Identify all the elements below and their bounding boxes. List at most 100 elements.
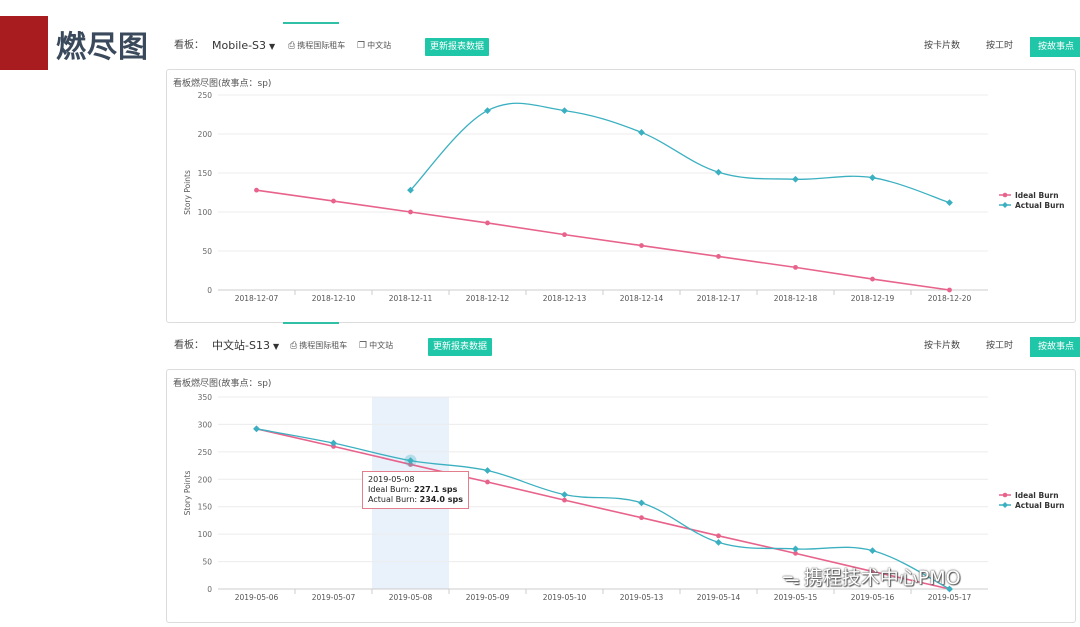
actual-point	[792, 175, 799, 183]
tooltip-ideal: Ideal Burn: 227.1 sps	[368, 485, 458, 494]
x-tick-label: 2019-05-14	[697, 593, 741, 602]
actual-point	[253, 425, 260, 433]
burndown-chart-panel-2: 看板燃尽图(故事点：sp) 0 50 100 150 200 250 300 350 2019-…	[166, 369, 1076, 623]
legend-marker	[1002, 502, 1008, 508]
actual-point	[561, 491, 568, 499]
legend-label: Ideal Burn	[1015, 191, 1059, 200]
x-tick-label: 2019-05-13	[620, 593, 664, 602]
ideal-point	[793, 264, 798, 270]
series-line-1	[256, 428, 950, 590]
legend-label: Ideal Burn	[1015, 491, 1059, 500]
y-axis-label: Story Points	[183, 170, 192, 215]
project-tag-label: 携程国际租车	[297, 41, 346, 50]
by-hours-button[interactable]: 按工时	[986, 41, 1014, 51]
x-tick-label: 2019-05-15	[774, 593, 818, 602]
y-tick-label: 50	[202, 558, 212, 567]
y-tick-label: 250	[198, 448, 213, 457]
site-tag-label: 中文站	[369, 341, 394, 350]
y-tick-label: 200	[198, 475, 213, 484]
y-tick-label: 350	[198, 393, 213, 402]
ideal-point	[793, 550, 798, 556]
ideal-point	[639, 515, 644, 521]
actual-point	[638, 129, 645, 136]
ideal-point	[408, 462, 413, 467]
y-axis-label: Story Points	[183, 471, 192, 516]
series-line-0	[256, 428, 950, 590]
legend-label: Actual Burn	[1015, 201, 1065, 210]
x-tick-label: 2018-12-20	[928, 294, 972, 303]
by-story-points-button[interactable]: 按故事点	[1030, 337, 1080, 357]
ideal-point	[408, 209, 413, 215]
y-tick-label: 150	[198, 503, 213, 512]
by-card-count-button[interactable]: 按卡片数	[924, 41, 961, 51]
by-hours-button[interactable]: 按工时	[986, 341, 1014, 351]
ideal-point	[562, 232, 567, 238]
actual-point	[792, 545, 799, 553]
project-tag[interactable]: ⎙ 携程国际租车	[290, 331, 347, 361]
x-tick-label: 2018-12-10	[312, 294, 356, 303]
y-tick-label: 0	[207, 286, 212, 295]
y-tick-label: 0	[207, 585, 212, 594]
legend-marker	[1002, 202, 1008, 208]
board-select-value: Mobile-S3	[212, 39, 267, 52]
actual-point	[869, 547, 876, 554]
actual-point	[638, 499, 645, 507]
by-story-points-button[interactable]: 按故事点	[1030, 37, 1080, 57]
copy-icon: ❐	[359, 341, 368, 351]
x-tick-label: 2018-12-07	[235, 294, 279, 303]
series-line-1	[410, 102, 950, 204]
y-tick-label: 200	[198, 130, 213, 139]
legend-marker	[1002, 192, 1008, 198]
ideal-point	[947, 287, 952, 293]
ideal-point	[254, 187, 259, 193]
board-label: 看板：	[174, 340, 204, 351]
actual-point	[330, 439, 337, 447]
by-card-count-button[interactable]: 按卡片数	[924, 341, 961, 351]
x-tick-label: 2019-05-06	[235, 593, 279, 602]
refresh-report-button[interactable]: 更新报表数据	[428, 338, 493, 356]
x-tick-label: 2018-12-19	[851, 294, 895, 303]
y-tick-label: 300	[198, 420, 213, 429]
y-tick-label: 100	[198, 530, 213, 539]
site-tag[interactable]: ❐ 中文站	[359, 331, 393, 361]
x-tick-label: 2019-05-07	[312, 593, 356, 602]
ideal-point	[716, 254, 721, 259]
board-select[interactable]: Mobile-S3 ▼	[212, 31, 275, 61]
series-line-0	[256, 189, 950, 291]
watermark-text: 携程技术中心PMO	[803, 567, 961, 589]
red-accent-block	[0, 16, 48, 70]
site-tag[interactable]: ❐ 中文站	[357, 31, 391, 61]
x-tick-label: 2018-12-13	[543, 294, 587, 303]
active-tab-indicator	[283, 22, 339, 24]
legend-label: Actual Burn	[1015, 501, 1065, 510]
actual-point	[869, 174, 876, 182]
board-label: 看板：	[174, 40, 204, 51]
x-tick-label: 2018-12-12	[466, 294, 510, 303]
x-tick-label: 2019-05-10	[543, 593, 587, 602]
tooltip-date: 2019-05-08	[368, 475, 415, 484]
x-tick-label: 2018-12-14	[620, 294, 664, 303]
actual-point	[484, 467, 491, 474]
toolbar-top: 看板： Mobile-S3 ▼ ⎙ 携程国际租车 ❐ 中文站 更新报表数据 按卡片数 …	[166, 22, 1080, 61]
project-tag[interactable]: ⎙ 携程国际租车	[288, 31, 345, 61]
ideal-point	[870, 276, 875, 282]
ideal-point	[639, 243, 644, 248]
ideal-point	[485, 479, 490, 485]
project-tag-label: 携程国际租车	[299, 341, 348, 350]
site-tag-label: 中文站	[367, 41, 392, 50]
y-tick-label: 100	[198, 208, 213, 217]
ideal-point	[562, 497, 567, 503]
x-tick-label: 2019-05-17	[928, 593, 972, 602]
x-tick-label: 2019-05-08	[389, 593, 433, 602]
printer-icon: ⎙	[288, 41, 296, 51]
legend-marker	[1002, 492, 1008, 498]
actual-point	[946, 199, 953, 207]
caret-down-icon: ▼	[272, 342, 280, 351]
board-select[interactable]: 中文站-S13 ▼	[212, 331, 279, 361]
hover-halo	[404, 454, 417, 467]
caret-down-icon: ▼	[269, 42, 276, 51]
actual-point	[715, 538, 722, 546]
y-tick-label: 150	[198, 169, 213, 178]
refresh-report-button[interactable]: 更新报表数据	[425, 38, 490, 56]
copy-icon: ❐	[357, 41, 366, 51]
